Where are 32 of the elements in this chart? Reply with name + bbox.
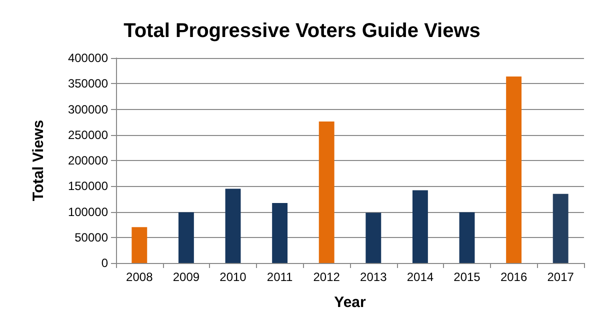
- x-axis-title: Year: [334, 294, 366, 311]
- bar: [459, 212, 475, 263]
- y-axis-title: Total Views: [30, 120, 47, 202]
- bar: [178, 212, 194, 263]
- x-tick-label: 2010: [220, 270, 247, 284]
- bar: [552, 194, 568, 263]
- y-tick-label: 0: [101, 256, 108, 270]
- y-tick-label: 300000: [68, 102, 108, 116]
- x-tick-label: 2014: [406, 270, 434, 284]
- y-tick-label: 50000: [74, 230, 108, 244]
- bar: [318, 122, 334, 263]
- x-tick-label: 2012: [313, 270, 340, 284]
- x-tick-label: 2009: [172, 270, 200, 284]
- y-tick-label: 200000: [68, 154, 108, 168]
- y-tick-label: 350000: [68, 76, 108, 91]
- x-tick-label: 2013: [360, 270, 388, 284]
- y-tick-label: 150000: [68, 179, 108, 194]
- bar: [225, 188, 241, 263]
- bar: [366, 212, 382, 263]
- x-tick-label: 2017: [547, 270, 574, 284]
- chart-title: Total Progressive Voters Guide Views: [124, 20, 480, 42]
- x-tick-label: 2015: [454, 270, 481, 284]
- y-tick-label: 400000: [68, 51, 108, 65]
- y-tick-label: 250000: [68, 128, 108, 142]
- x-tick-label: 2008: [126, 270, 154, 284]
- x-tick-label: 2011: [266, 270, 294, 284]
- x-tick-label: 2016: [500, 270, 528, 284]
- y-tick-label: 100000: [68, 204, 108, 219]
- bar: [506, 76, 522, 263]
- bar: [272, 203, 288, 263]
- bar: [132, 227, 148, 263]
- bar: [412, 190, 428, 263]
